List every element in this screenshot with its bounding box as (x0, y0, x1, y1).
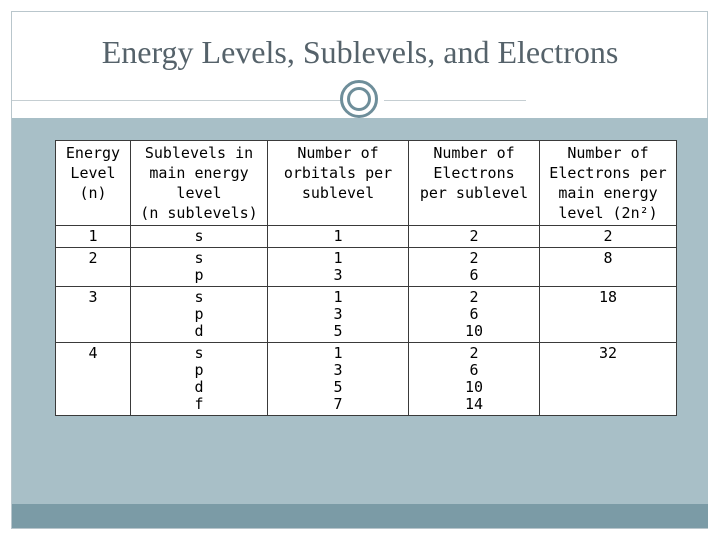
sublevel-value: p (194, 361, 204, 379)
header-text: sublevel (301, 184, 375, 202)
circle-ornament-icon (340, 80, 378, 118)
footer-band (12, 504, 708, 528)
orbital-value: 3 (333, 266, 343, 284)
cell-sublevels: s p d f (130, 342, 268, 416)
cell-electrons: 2 6 10 14 (408, 342, 540, 416)
header-text: main energy (149, 164, 249, 182)
table-row: 4 s p d f 1 3 5 7 2 6 10 14 32 (55, 342, 677, 416)
electron-value: 2 (469, 249, 479, 267)
title-divider-right (384, 100, 526, 101)
header-text: per sublevel (419, 184, 529, 202)
electron-value: 2 (469, 344, 479, 362)
electron-value: 2 (469, 227, 479, 245)
electron-value: 6 (469, 305, 479, 323)
table-header-row: Energy Level (n) Sublevels in main energ… (55, 140, 677, 226)
orbital-value: 1 (333, 227, 343, 245)
orbital-value: 1 (333, 249, 343, 267)
header-text: Electrons (433, 164, 515, 182)
header-text: Number of (567, 144, 649, 162)
header-text: Energy (65, 144, 121, 162)
header-text: Level (70, 164, 116, 182)
orbital-value: 5 (333, 322, 343, 340)
cell-electrons: 2 6 10 (408, 286, 540, 343)
cell-total: 2 (539, 225, 677, 248)
sublevel-value: d (194, 378, 204, 396)
table-row: 3 s p d 1 3 5 2 6 10 18 (55, 286, 677, 343)
energy-levels-table: Energy Level (n) Sublevels in main energ… (55, 140, 677, 416)
header-sublevels: Sublevels in main energy level (n sublev… (130, 140, 268, 226)
sublevel-value: s (194, 344, 204, 362)
electron-value: 6 (469, 361, 479, 379)
orbital-value: 7 (333, 395, 343, 413)
orbital-value: 1 (333, 344, 343, 362)
cell-sublevels: s p (130, 247, 268, 287)
cell-sublevels: s p d (130, 286, 268, 343)
cell-total: 18 (539, 286, 677, 343)
sublevel-value: p (194, 305, 204, 323)
header-text: (n sublevels) (140, 204, 258, 222)
cell-orbitals: 1 3 5 (267, 286, 409, 343)
header-text: orbitals per (283, 164, 393, 182)
header-text: (n) (79, 184, 107, 202)
sublevel-value: d (194, 322, 204, 340)
electron-value: 2 (469, 288, 479, 306)
orbital-value: 3 (333, 305, 343, 323)
cell-level: 3 (55, 286, 131, 343)
slide-title: Energy Levels, Sublevels, and Electrons (101, 34, 619, 70)
cell-total: 32 (539, 342, 677, 416)
cell-sublevels: s (130, 225, 268, 248)
header-text: Number of (297, 144, 379, 162)
electron-value: 10 (464, 378, 484, 396)
header-text: main energy (558, 184, 658, 202)
header-electrons-per-level: Number of Electrons per main energy leve… (539, 140, 677, 226)
orbital-value: 5 (333, 378, 343, 396)
sublevel-value: f (194, 395, 204, 413)
orbital-value: 1 (333, 288, 343, 306)
cell-level: 2 (55, 247, 131, 287)
cell-level: 4 (55, 342, 131, 416)
header-text: level (176, 184, 222, 202)
header-text: Number of (433, 144, 515, 162)
table-row: 1 s 1 2 2 (55, 225, 677, 248)
electron-value: 6 (469, 266, 479, 284)
cell-orbitals: 1 3 (267, 247, 409, 287)
header-orbitals: Number of orbitals per sublevel (267, 140, 409, 226)
orbital-value: 3 (333, 361, 343, 379)
electron-value: 10 (464, 322, 484, 340)
header-electrons-per-sublevel: Number of Electrons per sublevel (408, 140, 540, 226)
sublevel-value: s (194, 288, 204, 306)
cell-orbitals: 1 3 5 7 (267, 342, 409, 416)
cell-total: 8 (539, 247, 677, 287)
sublevel-value: s (194, 249, 204, 267)
sublevel-value: p (194, 266, 204, 284)
cell-electrons: 2 (408, 225, 540, 248)
sublevel-value: s (194, 227, 204, 245)
title-divider-left (12, 100, 342, 101)
table-row: 2 s p 1 3 2 6 8 (55, 247, 677, 287)
cell-level: 1 (55, 225, 131, 248)
header-text: level (2n²) (558, 204, 658, 222)
cell-electrons: 2 6 (408, 247, 540, 287)
electron-value: 14 (464, 395, 484, 413)
header-text: Electrons per (549, 164, 667, 182)
cell-orbitals: 1 (267, 225, 409, 248)
header-energy-level: Energy Level (n) (55, 140, 131, 226)
header-text: Sublevels in (144, 144, 254, 162)
